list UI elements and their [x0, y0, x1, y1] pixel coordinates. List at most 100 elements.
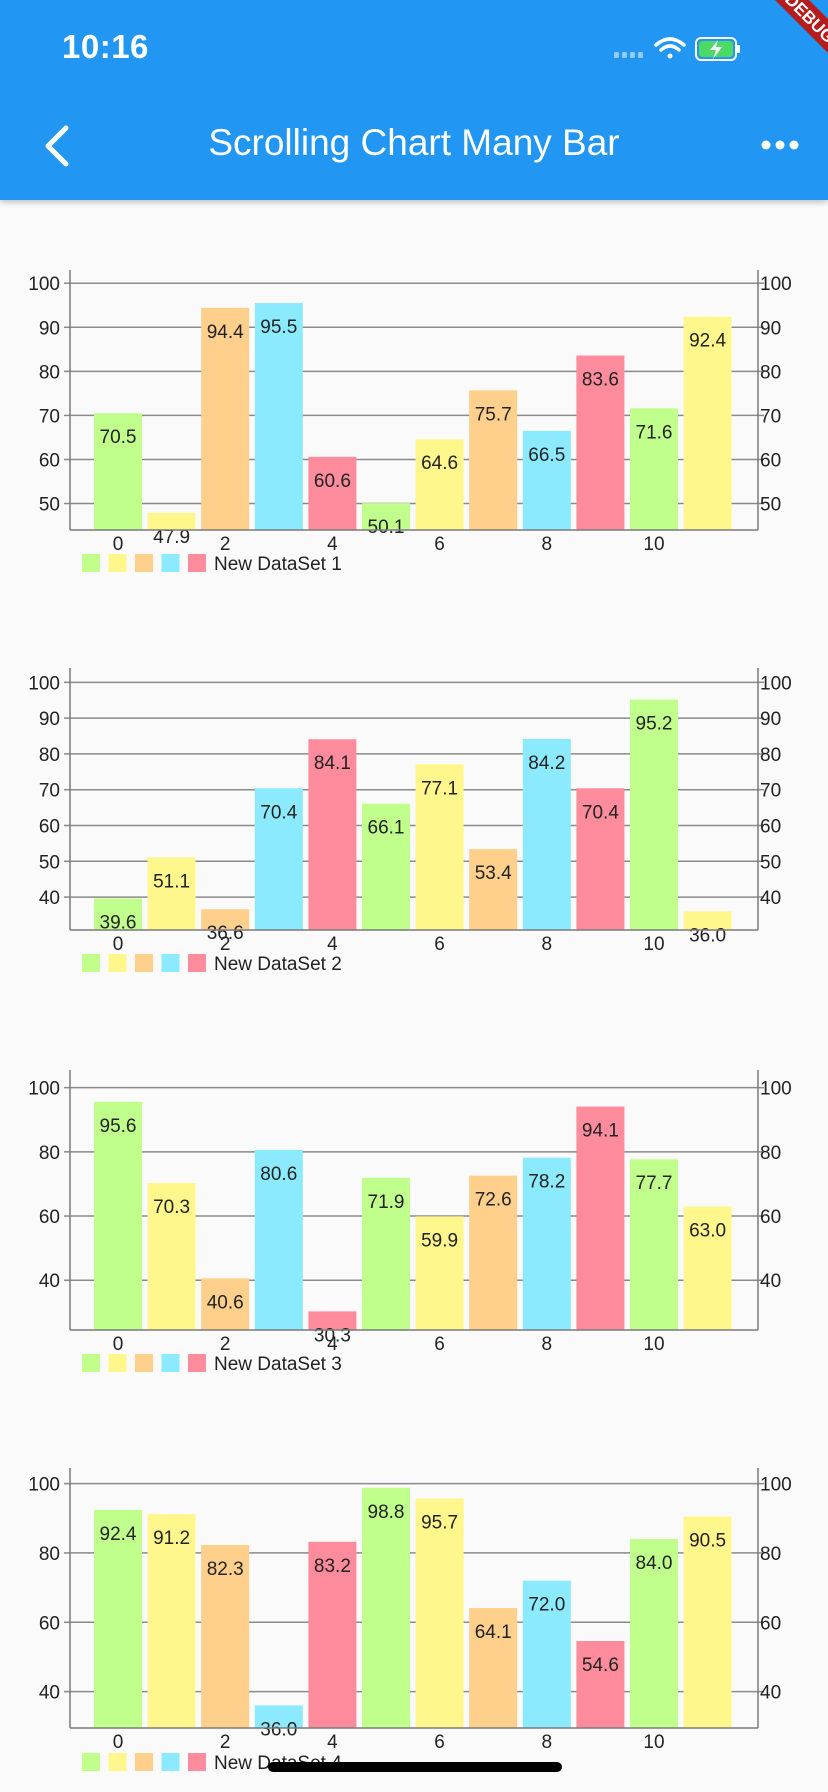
bar[interactable] — [576, 1106, 625, 1330]
bar-value-label: 64.6 — [421, 453, 458, 474]
x-tick-label: 4 — [327, 934, 338, 955]
legend-swatch — [108, 554, 127, 572]
more-horizontal-icon[interactable] — [758, 130, 802, 160]
bar-value-label: 77.1 — [421, 778, 458, 799]
bar-value-label: 83.6 — [582, 369, 619, 390]
status-time: 10:16 — [62, 28, 149, 65]
y-tick-label-right: 80 — [760, 362, 781, 383]
y-tick-label-left: 50 — [39, 495, 60, 516]
bar[interactable] — [94, 1101, 142, 1330]
y-tick-label-left: 100 — [28, 1079, 60, 1100]
bar[interactable] — [630, 408, 678, 530]
y-tick-label-right: 60 — [760, 816, 781, 837]
bar[interactable] — [522, 430, 571, 530]
bar[interactable] — [362, 803, 410, 930]
bar[interactable] — [415, 439, 464, 530]
bar[interactable] — [147, 1182, 196, 1330]
x-tick-label: 6 — [434, 1732, 445, 1753]
bar[interactable] — [201, 909, 250, 930]
bar-value-label: 84.1 — [314, 753, 351, 774]
bar[interactable] — [630, 699, 678, 930]
y-tick-label-right: 100 — [760, 1079, 792, 1100]
bar[interactable] — [469, 849, 518, 930]
bar[interactable] — [147, 857, 196, 930]
bar[interactable] — [254, 1149, 303, 1330]
bar[interactable] — [201, 1544, 250, 1728]
bar[interactable] — [362, 1177, 410, 1330]
legend-swatch — [108, 954, 127, 972]
bar[interactable] — [415, 764, 464, 930]
bar[interactable] — [94, 413, 142, 530]
legend-swatch — [161, 954, 180, 972]
bar[interactable] — [683, 316, 732, 530]
x-tick-label: 2 — [220, 1732, 231, 1753]
x-tick-label: 2 — [220, 534, 231, 555]
bar-value-label: 51.1 — [153, 871, 190, 892]
y-tick-label-left: 90 — [39, 318, 60, 339]
bar-value-label: 36.0 — [689, 925, 726, 946]
bar-value-label: 50.1 — [368, 517, 405, 538]
bar-value-label: 95.6 — [100, 1116, 137, 1137]
bar[interactable] — [469, 390, 518, 530]
legend-swatch — [82, 954, 100, 972]
bar[interactable] — [576, 355, 625, 530]
bar[interactable] — [415, 1498, 464, 1728]
bar[interactable] — [147, 1514, 196, 1728]
y-tick-label-left: 80 — [39, 1544, 60, 1565]
bar[interactable] — [254, 303, 303, 530]
bar[interactable] — [94, 1509, 142, 1728]
bar[interactable] — [469, 1608, 518, 1728]
bar[interactable] — [94, 898, 142, 930]
bar[interactable] — [308, 1541, 357, 1728]
x-tick-label: 0 — [113, 534, 124, 555]
bar[interactable] — [576, 788, 625, 930]
bar-value-label: 70.4 — [260, 802, 297, 823]
bar[interactable] — [576, 1640, 625, 1728]
bar[interactable] — [522, 1157, 571, 1330]
bar-value-label: 71.6 — [636, 422, 673, 443]
bar[interactable] — [147, 512, 196, 530]
bar[interactable] — [254, 788, 303, 930]
bar[interactable] — [630, 1539, 678, 1728]
y-tick-label-left: 40 — [39, 1271, 60, 1292]
bar-value-label: 70.3 — [153, 1197, 190, 1218]
bar-value-label: 70.4 — [582, 802, 619, 823]
bar[interactable] — [630, 1159, 678, 1330]
y-tick-label-right: 100 — [760, 673, 792, 694]
bar[interactable] — [522, 1580, 571, 1728]
bar[interactable] — [308, 739, 357, 930]
bar[interactable] — [254, 1705, 303, 1728]
bar-value-label: 63.0 — [689, 1220, 726, 1241]
bar-value-label: 91.2 — [153, 1528, 190, 1549]
bar[interactable] — [308, 456, 357, 530]
y-tick-label-left: 60 — [39, 450, 60, 471]
bar[interactable] — [683, 1516, 732, 1728]
back-icon[interactable] — [40, 124, 76, 168]
bar[interactable] — [362, 1487, 410, 1728]
legend-swatch — [82, 554, 100, 572]
y-tick-label-right: 90 — [760, 318, 781, 339]
y-tick-label-right: 50 — [760, 495, 781, 516]
bar[interactable] — [683, 1206, 732, 1330]
y-tick-label-right: 90 — [760, 709, 781, 730]
bar[interactable] — [469, 1175, 518, 1330]
bar-value-label: 83.2 — [314, 1556, 351, 1577]
y-tick-label-right: 40 — [760, 1683, 781, 1704]
x-tick-label: 8 — [542, 1732, 553, 1753]
home-indicator — [268, 1762, 562, 1772]
bar[interactable] — [201, 1278, 250, 1330]
bar[interactable] — [362, 503, 410, 530]
bar-value-label: 80.6 — [260, 1164, 297, 1185]
bar[interactable] — [683, 911, 732, 930]
bar[interactable] — [415, 1216, 464, 1330]
bar[interactable] — [522, 738, 571, 930]
legend-swatch — [108, 1354, 127, 1372]
legend-swatch — [135, 554, 153, 572]
bar[interactable] — [201, 307, 250, 530]
bar-value-label: 47.9 — [153, 527, 190, 548]
legend-swatch — [82, 1753, 100, 1771]
x-tick-label: 8 — [542, 934, 553, 955]
bar[interactable] — [308, 1311, 357, 1330]
